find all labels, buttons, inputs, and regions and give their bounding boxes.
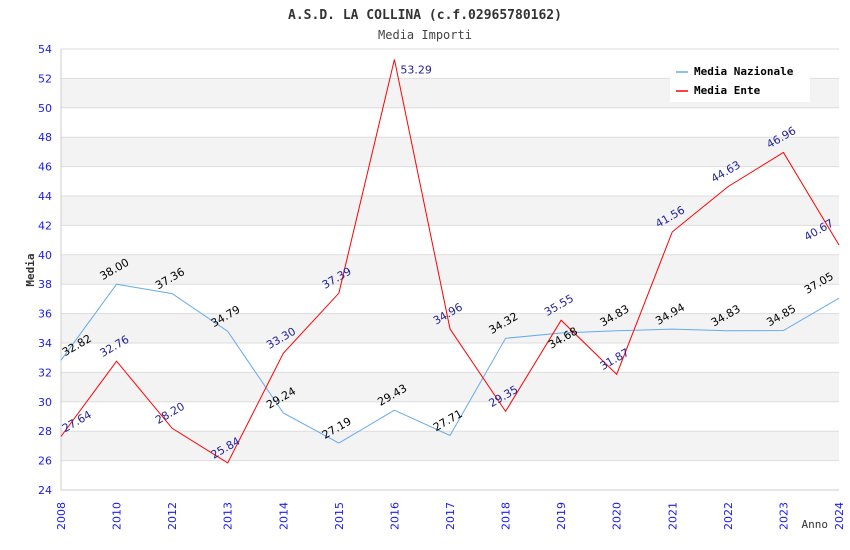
y-tick-label: 40 <box>38 249 52 262</box>
y-tick-label: 44 <box>38 190 52 203</box>
legend-label-nazionale: Media Nazionale <box>694 65 794 78</box>
y-tick-label: 38 <box>38 278 52 291</box>
x-tick-label: 2014 <box>277 502 290 530</box>
y-tick-label: 26 <box>38 455 52 468</box>
y-tick-label: 28 <box>38 425 52 438</box>
data-label: 28.20 <box>153 400 187 427</box>
chart-subtitle: Media Importi <box>378 28 472 42</box>
grid-band <box>61 196 839 226</box>
grid-band <box>61 254 839 285</box>
x-tick-label: 2015 <box>333 502 346 530</box>
data-label: 53.29 <box>400 63 432 76</box>
x-axis-label: Anno <box>802 518 829 531</box>
x-tick-label: 2017 <box>444 502 457 530</box>
y-tick-label: 54 <box>38 43 52 56</box>
y-tick-label: 46 <box>38 161 52 174</box>
grid-band <box>61 431 839 461</box>
x-tick-label: 2010 <box>111 502 124 530</box>
y-tick-label: 36 <box>38 308 52 321</box>
y-tick-label: 52 <box>38 72 52 85</box>
y-axis-label: Media <box>24 253 37 286</box>
x-tick-label: 2019 <box>555 502 568 530</box>
x-tick-label: 2022 <box>722 502 735 530</box>
legend: Media Nazionale Media Ente <box>670 60 810 102</box>
y-tick-label: 30 <box>38 396 52 409</box>
x-tick-label: 2018 <box>500 502 513 530</box>
x-tick-label: 2021 <box>666 502 679 530</box>
x-tick-label: 2023 <box>777 502 790 530</box>
x-tick-label: 2016 <box>388 502 401 530</box>
x-tick-label: 2020 <box>611 502 624 530</box>
y-tick-label: 50 <box>38 102 52 115</box>
y-tick-label: 24 <box>38 484 52 497</box>
grid-band <box>61 372 839 402</box>
y-tick-label: 48 <box>38 131 52 144</box>
y-tick-label: 32 <box>38 366 52 379</box>
x-tick-label: 2013 <box>222 502 235 530</box>
data-label: 31.87 <box>598 346 632 373</box>
legend-label-ente: Media Ente <box>694 84 761 97</box>
x-tick-label: 2024 <box>833 502 846 530</box>
y-tick-label: 34 <box>38 337 52 350</box>
x-tick-label: 2008 <box>55 502 68 530</box>
data-label: 27.71 <box>431 407 465 434</box>
x-tick-label: 2012 <box>166 502 179 530</box>
grid-band <box>61 137 839 167</box>
y-tick-label: 42 <box>38 219 52 232</box>
chart-title: A.S.D. LA COLLINA (c.f.02965780162) <box>288 8 562 23</box>
